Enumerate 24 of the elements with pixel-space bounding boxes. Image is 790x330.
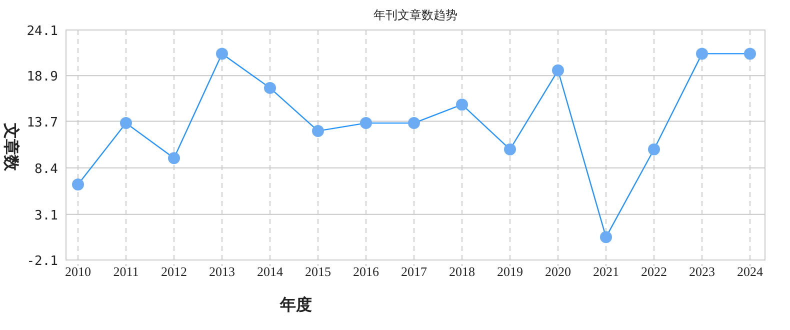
x-tick-label: 2011 xyxy=(113,264,139,279)
x-tick-label: 2010 xyxy=(65,264,91,279)
x-tick-label: 2016 xyxy=(353,264,380,279)
x-tick-label: 2021 xyxy=(593,264,619,279)
y-tick-label: 24.1 xyxy=(26,24,58,39)
x-axis-title: 年度 xyxy=(279,295,312,314)
x-tick-label: 2022 xyxy=(641,264,667,279)
x-tick-label: 2017 xyxy=(401,264,428,279)
y-tick-label: 18.9 xyxy=(26,70,58,85)
x-tick-label: 2015 xyxy=(305,264,331,279)
x-tick-label: 2018 xyxy=(449,264,475,279)
y-axis-title: 文章数 xyxy=(2,122,21,172)
x-tick-label: 2020 xyxy=(545,264,571,279)
y-tick-label: 13.7 xyxy=(26,115,58,130)
x-tick-label: 2023 xyxy=(689,264,715,279)
y-tick-label: -2.1 xyxy=(26,254,58,269)
chart-title: 年刊文章数趋势 xyxy=(374,8,458,22)
x-tick-label: 2014 xyxy=(257,264,284,279)
x-tick-label: 2024 xyxy=(737,264,764,279)
y-tick-label: 3.1 xyxy=(34,208,58,224)
x-tick-label: 2012 xyxy=(161,264,187,279)
x-tick-label: 2019 xyxy=(497,264,523,279)
x-tick-label: 2013 xyxy=(209,264,235,279)
y-tick-label: 8.4 xyxy=(34,162,58,177)
